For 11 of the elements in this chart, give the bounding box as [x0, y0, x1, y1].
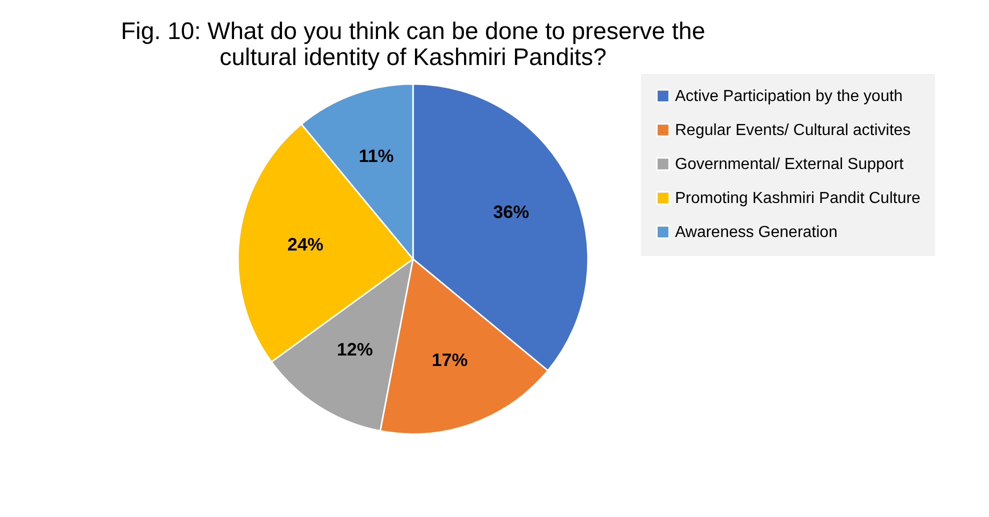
legend-label: Governmental/ External Support	[675, 156, 904, 173]
data-label: 11%	[358, 146, 394, 166]
data-label: 24%	[287, 234, 324, 254]
chart-title: Fig. 10: What do you think can be done to preserve the cultural identity of Kashmiri Pandits?	[120, 18, 706, 71]
legend-label: Active Participation by the youth	[675, 88, 903, 105]
data-label: 36%	[493, 202, 530, 222]
data-label: 12%	[336, 340, 373, 360]
legend-label: Regular Events/ Cultural activites	[675, 122, 911, 139]
data-label: 17%	[432, 350, 468, 370]
legend-label: Promoting Kashmiri Pandit Culture	[675, 190, 921, 207]
legend-label: Awareness Generation	[675, 224, 838, 241]
